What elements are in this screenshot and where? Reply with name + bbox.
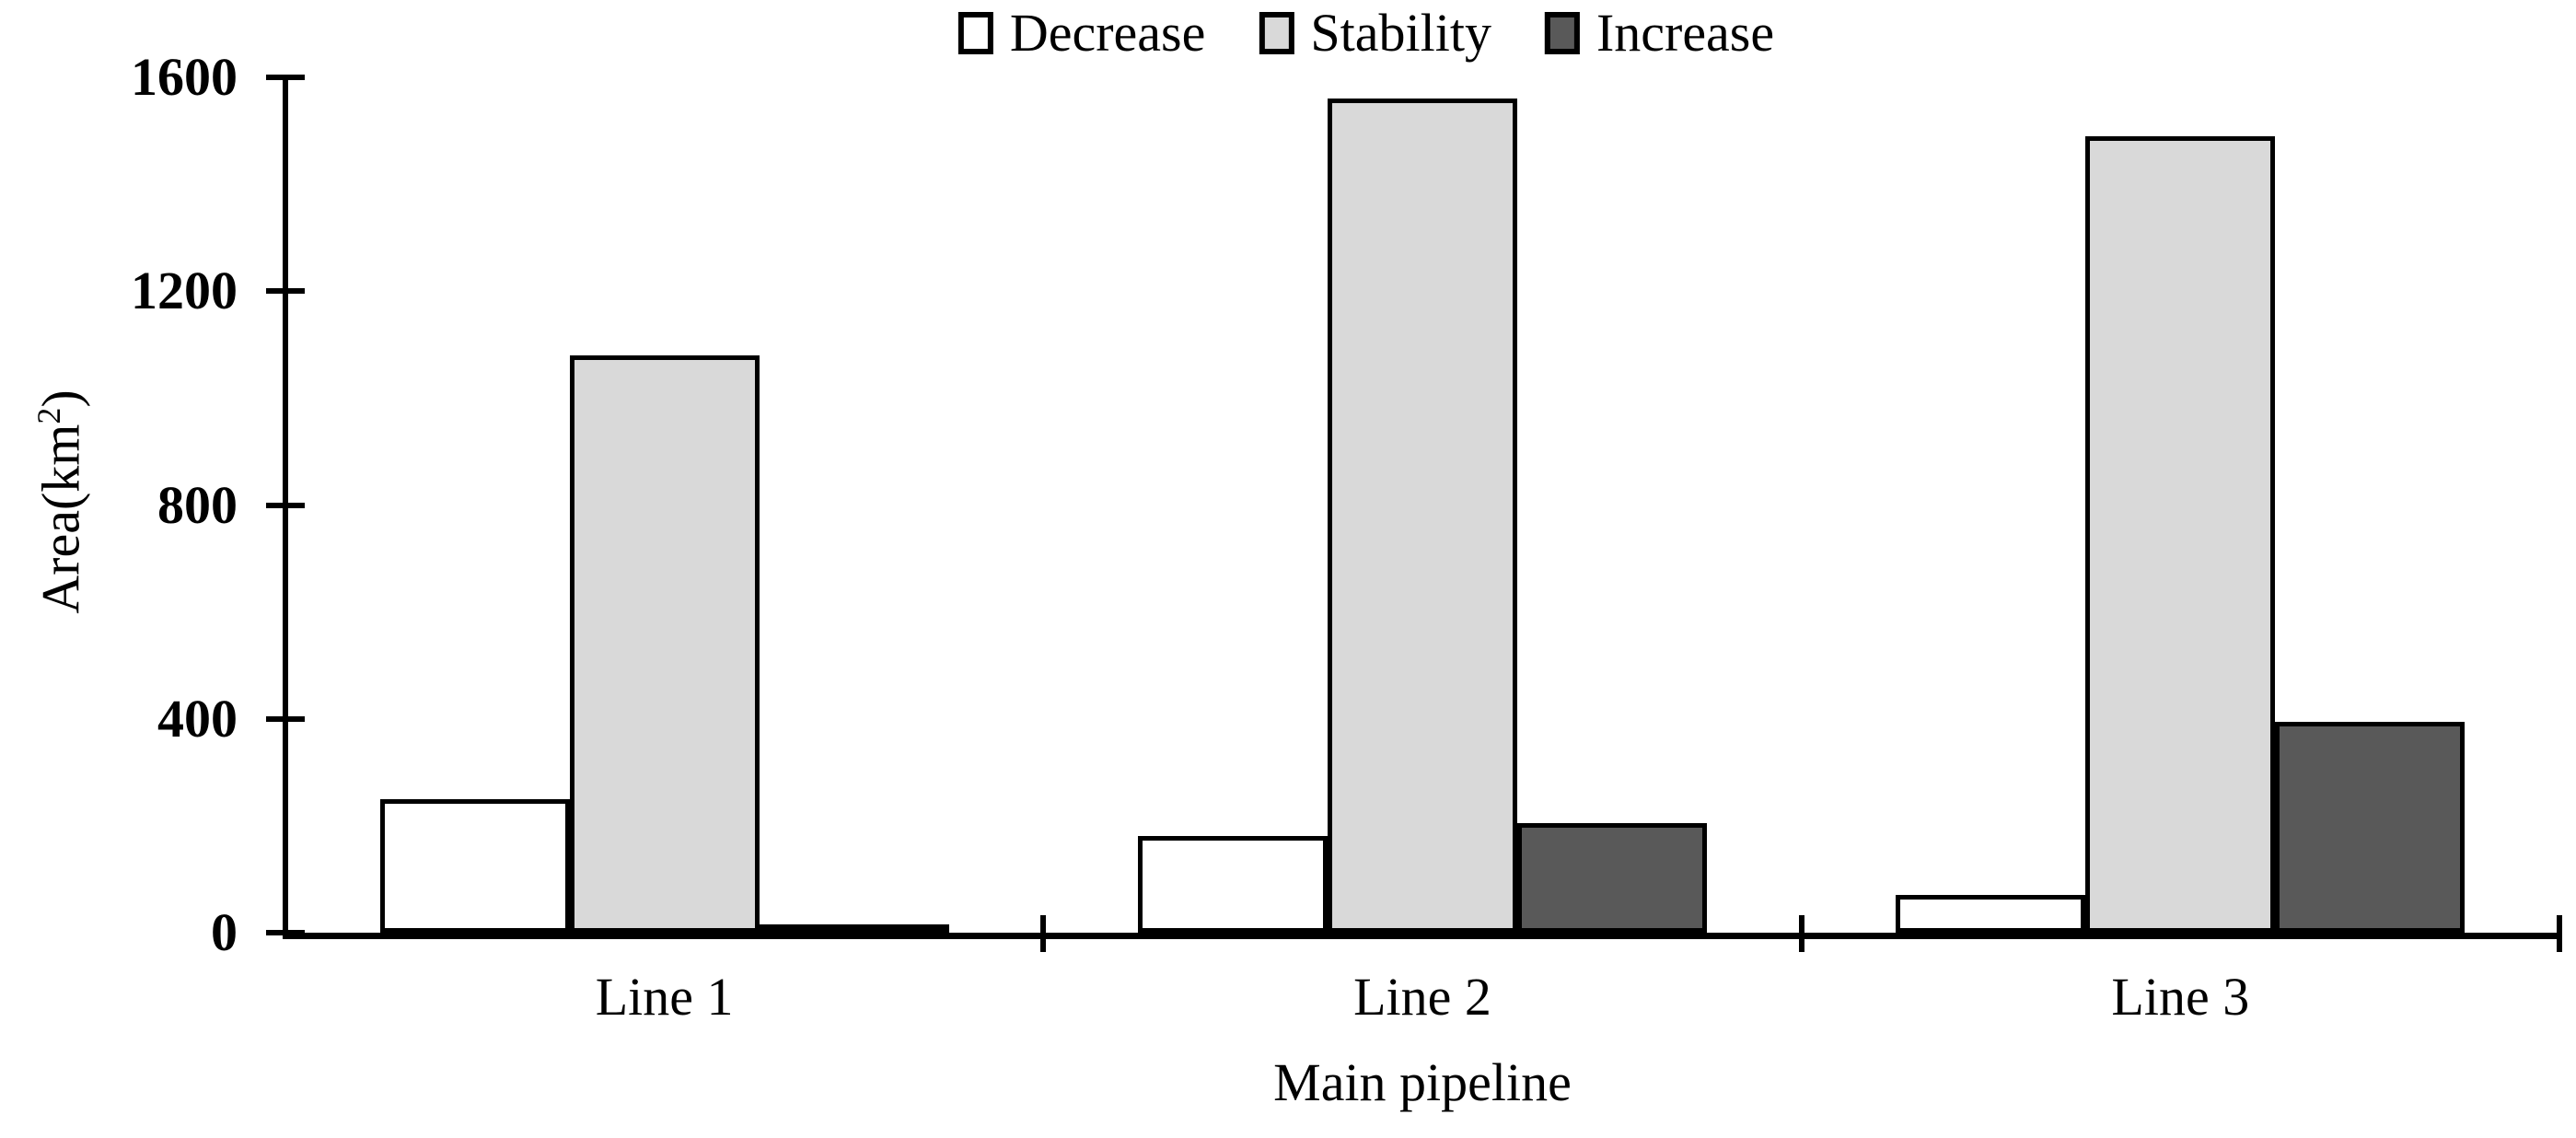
y-tick-label-1600: 1600: [131, 47, 238, 107]
x-tick-mark-3: [2557, 915, 2562, 952]
bar-line-3-stability: [2085, 135, 2276, 933]
x-tick-label-line-1: Line 1: [595, 967, 734, 1027]
legend-swatch-decrease: [957, 12, 993, 54]
bar-line-3-increase: [2275, 721, 2466, 933]
y-axis-title-superscript: 2: [30, 407, 68, 424]
bar-line-2-decrease: [1138, 836, 1328, 933]
x-tick-label-line-2: Line 2: [1353, 967, 1491, 1027]
legend-label-stability: Stability: [1310, 3, 1491, 63]
bar-line-3-decrease: [1896, 895, 2086, 933]
x-axis-line: [283, 933, 2559, 939]
x-tick-mark-2: [1798, 915, 1804, 952]
y-tick-label-1200: 1200: [131, 261, 238, 321]
bar-line-1-decrease: [379, 798, 570, 933]
y-tick-mark-1600: [266, 75, 305, 80]
bar-line-2-increase: [1517, 822, 1707, 933]
x-axis-title: Main pipeline: [1273, 1052, 1572, 1112]
y-tick-label-0: 0: [211, 902, 238, 962]
legend-item-stability: Stability: [1259, 4, 1491, 63]
y-tick-mark-1200: [266, 288, 305, 295]
x-tick-mark-1: [1040, 915, 1047, 952]
bar-line-1-increase: [759, 924, 949, 935]
legend-swatch-increase: [1544, 12, 1580, 54]
bar-line-1-stability: [569, 354, 760, 933]
legend-label-increase: Increase: [1595, 3, 1775, 63]
legend-item-increase: Increase: [1544, 3, 1775, 63]
x-tick-label-line-3: Line 3: [2111, 967, 2250, 1027]
legend: Decrease Stability Increase: [957, 3, 1775, 63]
y-tick-label-400: 400: [157, 688, 238, 749]
y-tick-mark-0: [266, 930, 305, 935]
y-tick-mark-400: [266, 715, 305, 722]
bar-line-2-stability: [1328, 99, 1517, 933]
legend-label-decrease: Decrease: [1009, 3, 1206, 63]
legend-swatch-stability: [1259, 12, 1294, 54]
legend-item-decrease: Decrease: [957, 3, 1206, 63]
y-tick-mark-800: [266, 502, 305, 508]
y-tick-label-800: 800: [157, 474, 238, 535]
y-axis-title-close: ): [30, 389, 91, 408]
